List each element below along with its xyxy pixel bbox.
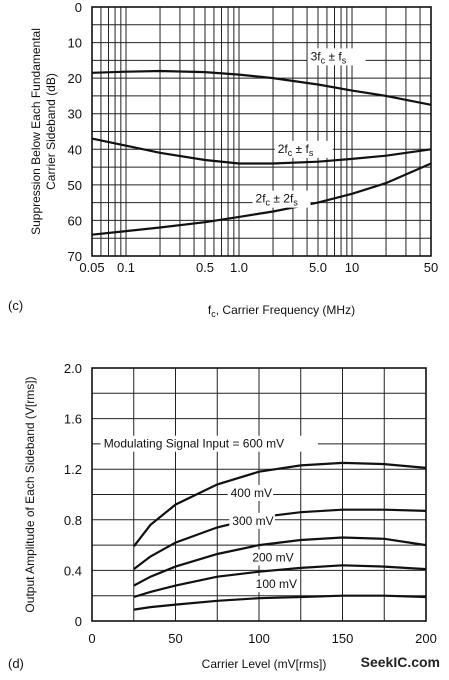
- y-tick-label: 40: [68, 142, 82, 157]
- x-tick-label: 150: [332, 631, 354, 646]
- x-axis-label-part: c: [211, 309, 216, 319]
- x-tick-label: 0: [88, 631, 95, 646]
- y-axis-label: Output Amplitude of Each Sideband (V[rms…: [23, 376, 37, 612]
- y-tick-label: 10: [68, 36, 82, 51]
- series-label-1-part: c: [321, 55, 326, 65]
- y-tick-label: 1.6: [64, 412, 82, 427]
- x-axis-label: fc, Carrier Frequency (MHz): [208, 303, 355, 319]
- x-tick-label: 0.05: [79, 260, 104, 275]
- series-label-2-part: 2f: [278, 142, 289, 156]
- y-tick-label: 70: [68, 249, 82, 264]
- y-tick-label: 0.8: [64, 513, 82, 528]
- x-tick-label: 10: [345, 260, 359, 275]
- series-line-5: [133, 594, 427, 611]
- y-tick-label: 50: [68, 178, 82, 193]
- chart-panel-d: 0 0.4 0.8 1.2 1.6 2.0 0 50 100 150 200 Modulating S…: [8, 361, 437, 671]
- series-label-bg: [252, 190, 311, 208]
- y-axis-label: Suppression Below Each Fundamental: [29, 28, 43, 235]
- plot-frame: [91, 367, 427, 622]
- x-axis-label-part: f: [208, 303, 212, 317]
- y-tick-label: 2.0: [64, 361, 82, 376]
- series-label-1: Modulating Signal Input = 600 mV: [104, 437, 284, 451]
- x-tick-label: 0.1: [117, 260, 135, 275]
- series-label-bg: [249, 549, 295, 566]
- series-label-3: 2fc ± 2fs: [256, 192, 299, 208]
- series-label-bg: [252, 576, 299, 593]
- y-tick-label: 0.4: [64, 563, 82, 578]
- series-label-1-part: ± f: [325, 49, 342, 63]
- series-label-1-part: 3f: [311, 49, 322, 63]
- series-line-4: [133, 564, 427, 599]
- series-label-2: 400 mV: [231, 486, 272, 500]
- series-label-bg: [229, 512, 275, 529]
- series-line-3: [133, 536, 427, 587]
- y-tick-label: 0: [75, 614, 82, 629]
- x-tick-label: 50: [424, 260, 438, 275]
- y-tick-label: 20: [68, 71, 82, 86]
- x-tick-label: 5.0: [309, 260, 327, 275]
- series-line-3: [91, 162, 432, 236]
- series-label-4: 200 mV: [252, 551, 293, 565]
- series-line-1: [91, 69, 432, 106]
- series-label-2-part: c: [288, 148, 293, 158]
- series-label-bg: [307, 48, 366, 66]
- series-label-2-part: s: [309, 148, 314, 158]
- x-tick-label: 0.5: [196, 260, 214, 275]
- y-axis-label: Carrier Sideband (dB): [44, 73, 58, 190]
- series-label-bg: [274, 140, 333, 158]
- x-tick-label: 1.0: [230, 260, 248, 275]
- series-label-3-part: ± 2f: [270, 192, 294, 206]
- x-axis-label: Carrier Level (mV[rms]): [202, 657, 327, 671]
- series-line-1: [132, 461, 427, 548]
- plot-frame: [91, 6, 432, 257]
- y-tick-label: 30: [68, 107, 82, 122]
- series-label-3: 300 mV: [232, 514, 273, 528]
- series-label-2: 2fc ± fs: [278, 142, 314, 158]
- x-tick-label: 50: [168, 631, 182, 646]
- y-tick-label: 1.2: [64, 462, 82, 477]
- series-label-3-part: 2f: [256, 192, 267, 206]
- x-axis-label-part: , Carrier Frequency (MHz): [216, 303, 355, 317]
- panel-label: (d): [8, 656, 24, 671]
- series-label-bg: [227, 485, 274, 502]
- x-tick-label: 100: [248, 631, 270, 646]
- y-tick-label: 60: [68, 213, 82, 228]
- series-line-2: [91, 137, 432, 165]
- x-tick-label: 200: [415, 631, 437, 646]
- watermark: SeekIC.com: [361, 654, 440, 670]
- series-label-2-part: ± f: [292, 142, 309, 156]
- series-label-1: 3fc ± fs: [311, 49, 347, 65]
- y-tick-label: 0: [75, 0, 82, 15]
- series-label-bg: [100, 435, 318, 452]
- series-label-5: 100 mV: [256, 577, 297, 591]
- series-label-3-part: s: [293, 198, 298, 208]
- series-label-1-part: s: [342, 55, 347, 65]
- panel-label: (c): [8, 298, 23, 313]
- series-label-3-part: c: [266, 198, 271, 208]
